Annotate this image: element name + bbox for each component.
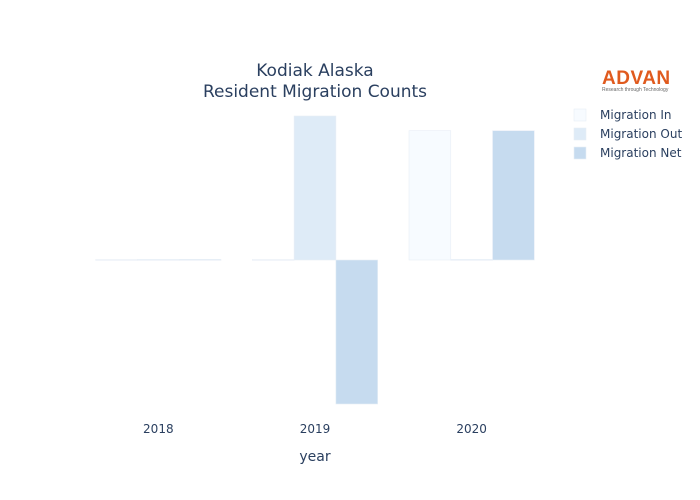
x-tick-label: 2020 [456, 422, 487, 436]
bar-migration-net-2019[interactable] [335, 259, 378, 405]
chart-title-line-2: Resident Migration Counts [203, 82, 427, 102]
chart-title-line-1: Kodiak Alaska [256, 61, 373, 81]
legend-item-migration-out[interactable]: Migration Out [573, 127, 682, 141]
x-tick-label: 2019 [300, 422, 331, 436]
bar-migration-out-2019[interactable] [293, 115, 337, 261]
legend-item-migration-in[interactable]: Migration In [573, 108, 672, 122]
legend-item-migration-net[interactable]: Migration Net [573, 146, 682, 160]
bar-migration-in-2020[interactable] [408, 130, 452, 261]
x-tick-label: 2018 [143, 422, 174, 436]
legend-label[interactable]: Migration Out [600, 127, 682, 141]
legend-swatch[interactable] [573, 146, 587, 160]
x-axis-ticks: 2018 2019 2020 [143, 422, 487, 436]
bar-migration-net-2018[interactable] [178, 259, 222, 261]
bar-migration-out-2018[interactable] [137, 259, 180, 261]
bar-migration-in-2019[interactable] [252, 259, 295, 261]
plot-area [95, 115, 535, 405]
bar-migration-out-2020[interactable] [450, 259, 493, 261]
logo-tagline: Research through Technology [602, 87, 669, 93]
legend-label[interactable]: Migration In [600, 108, 672, 122]
legend-swatch[interactable] [573, 127, 587, 141]
chart-title: Kodiak Alaska Resident Migration Counts [203, 61, 427, 102]
bar-migration-net-2020[interactable] [492, 130, 535, 261]
logo-text: ADVAN [602, 68, 671, 89]
legend[interactable]: Migration In Migration Out Migration Net [573, 108, 682, 160]
legend-label[interactable]: Migration Net [600, 146, 682, 160]
x-axis-title: year [299, 449, 330, 465]
bar-migration-in-2018[interactable] [95, 259, 138, 261]
legend-swatch[interactable] [573, 108, 587, 122]
logo: ADVAN Research through Technology [602, 68, 671, 93]
